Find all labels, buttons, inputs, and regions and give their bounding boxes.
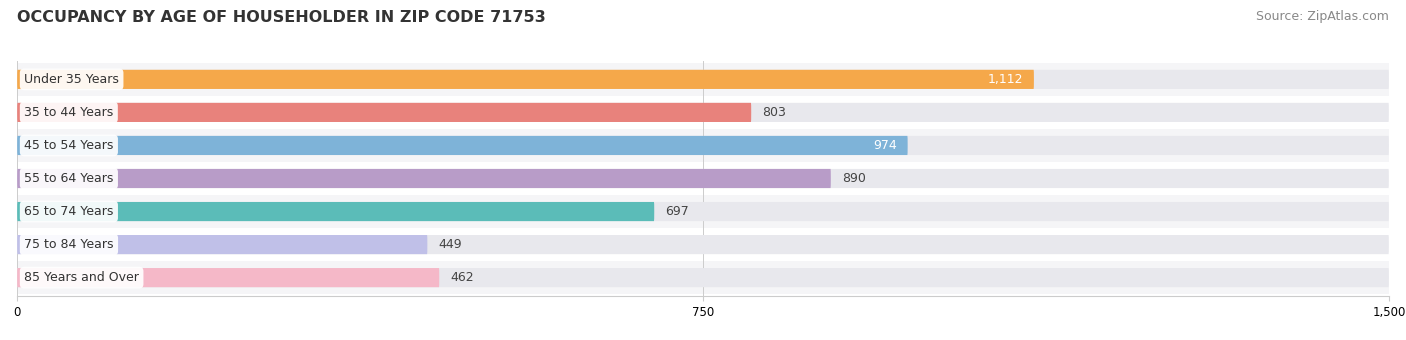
FancyBboxPatch shape: [17, 136, 908, 155]
FancyBboxPatch shape: [17, 235, 1389, 254]
Text: 890: 890: [842, 172, 866, 185]
Text: 85 Years and Over: 85 Years and Over: [24, 271, 139, 284]
Bar: [17, 162, 1389, 195]
FancyBboxPatch shape: [17, 235, 427, 254]
Text: Source: ZipAtlas.com: Source: ZipAtlas.com: [1256, 10, 1389, 23]
FancyBboxPatch shape: [17, 103, 751, 122]
FancyBboxPatch shape: [17, 202, 654, 221]
Text: 45 to 54 Years: 45 to 54 Years: [24, 139, 114, 152]
FancyBboxPatch shape: [17, 202, 1389, 221]
FancyBboxPatch shape: [17, 169, 831, 188]
FancyBboxPatch shape: [17, 70, 1033, 89]
Text: OCCUPANCY BY AGE OF HOUSEHOLDER IN ZIP CODE 71753: OCCUPANCY BY AGE OF HOUSEHOLDER IN ZIP C…: [17, 10, 546, 25]
Text: 55 to 64 Years: 55 to 64 Years: [24, 172, 114, 185]
Text: 449: 449: [439, 238, 463, 251]
FancyBboxPatch shape: [17, 70, 1389, 89]
Bar: [17, 96, 1389, 129]
Text: 803: 803: [762, 106, 786, 119]
Bar: [17, 129, 1389, 162]
Text: 1,112: 1,112: [987, 73, 1024, 86]
Text: 462: 462: [450, 271, 474, 284]
Bar: [17, 195, 1389, 228]
Text: 974: 974: [873, 139, 897, 152]
Text: 35 to 44 Years: 35 to 44 Years: [24, 106, 114, 119]
Bar: [17, 261, 1389, 294]
FancyBboxPatch shape: [17, 136, 1389, 155]
Text: 65 to 74 Years: 65 to 74 Years: [24, 205, 114, 218]
Text: Under 35 Years: Under 35 Years: [24, 73, 120, 86]
FancyBboxPatch shape: [17, 268, 1389, 287]
Bar: [17, 228, 1389, 261]
FancyBboxPatch shape: [17, 103, 1389, 122]
FancyBboxPatch shape: [17, 169, 1389, 188]
Bar: [17, 63, 1389, 96]
FancyBboxPatch shape: [17, 268, 439, 287]
Text: 75 to 84 Years: 75 to 84 Years: [24, 238, 114, 251]
Text: 697: 697: [665, 205, 689, 218]
